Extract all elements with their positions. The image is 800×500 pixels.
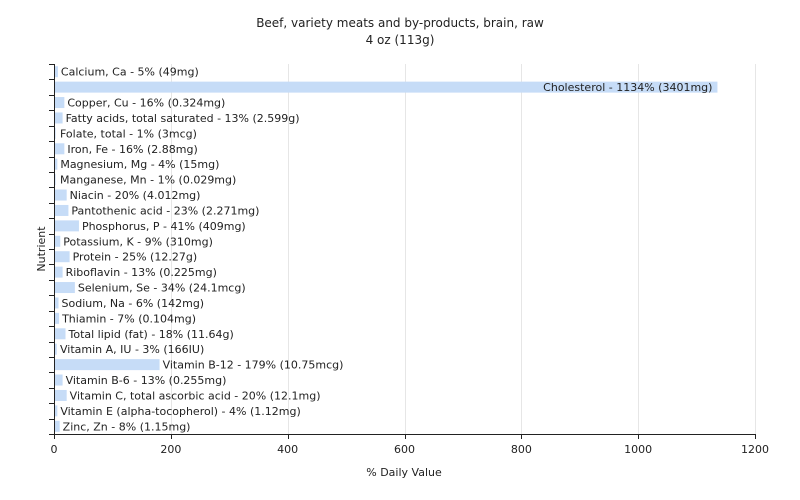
- bar: [55, 204, 69, 216]
- bar-label: Niacin - 20% (4.012mg): [70, 189, 201, 202]
- bar-label: Vitamin E (alpha-tocopherol) - 4% (1.12m…: [60, 405, 300, 418]
- bar-label: Zinc, Zn - 8% (1.15mg): [63, 420, 191, 433]
- bar-label: Pantothenic acid - 23% (2.271mg): [71, 204, 259, 217]
- bar: [55, 112, 63, 124]
- bar: [55, 374, 63, 386]
- bar-label: Phosphorus, P - 41% (409mg): [82, 220, 246, 233]
- bar-label: Vitamin C, total ascorbic acid - 20% (12…: [70, 389, 321, 402]
- bar-label: Fatty acids, total saturated - 13% (2.59…: [66, 112, 300, 125]
- bar-label: Folate, total - 1% (3mcg): [60, 127, 197, 140]
- bar-label: Copper, Cu - 16% (0.324mg): [67, 97, 225, 110]
- bar: [55, 405, 58, 417]
- bar-label: Sodium, Na - 6% (142mg): [62, 297, 205, 310]
- bar: [55, 143, 65, 155]
- bar: [55, 251, 70, 263]
- bar: [55, 266, 63, 278]
- bar: [55, 81, 718, 93]
- bar: [55, 66, 58, 78]
- x-tick-label: 1000: [624, 443, 652, 456]
- x-tick-label: 600: [394, 443, 415, 456]
- x-tick-label: 400: [277, 443, 298, 456]
- y-axis-title: Nutrient: [35, 226, 48, 272]
- bar-label: Vitamin A, IU - 3% (166IU): [60, 343, 204, 356]
- bar: [55, 189, 67, 201]
- bar-label: Manganese, Mn - 1% (0.029mg): [60, 174, 236, 187]
- bar-label: Thiamin - 7% (0.104mg): [61, 312, 196, 325]
- x-tick-label: 0: [51, 443, 58, 456]
- grid-lines: [171, 64, 756, 434]
- bar-label: Total lipid (fat) - 18% (11.64g): [68, 328, 234, 341]
- chart-subtitle: 4 oz (113g): [365, 33, 435, 47]
- bar-label: Riboflavin - 13% (0.225mg): [66, 266, 217, 279]
- bar-label: Magnesium, Mg - 4% (15mg): [60, 158, 219, 171]
- bar: [55, 158, 58, 170]
- x-axis-title: % Daily Value: [366, 466, 442, 479]
- bar: [55, 282, 75, 294]
- bar: [55, 389, 67, 401]
- bar-label: Protein - 25% (12.27g): [73, 251, 198, 264]
- bar: [55, 328, 66, 340]
- bar: [55, 343, 57, 355]
- x-tick-label: 1200: [741, 443, 769, 456]
- bar-label: Vitamin B-12 - 179% (10.75mcg): [163, 359, 344, 372]
- bar: [55, 312, 60, 324]
- bar-label: Calcium, Ca - 5% (49mg): [61, 66, 199, 79]
- bar-labels: Calcium, Ca - 5% (49mg) Cholesterol - 113…: [60, 66, 712, 434]
- bar-label: Cholesterol - 1134% (3401mg): [543, 81, 712, 94]
- x-tick-label: 200: [160, 443, 181, 456]
- bar: [55, 220, 79, 232]
- bar: [55, 420, 60, 432]
- bar-label: Vitamin B-6 - 13% (0.255mg): [66, 374, 227, 387]
- chart-title: Beef, variety meats and by-products, bra…: [256, 16, 544, 30]
- bar: [55, 174, 56, 186]
- bar: [55, 359, 160, 371]
- bar: [55, 97, 65, 109]
- x-tick-label: 800: [511, 443, 532, 456]
- bar-label: Selenium, Se - 34% (24.1mcg): [78, 282, 246, 295]
- bar-label: Potassium, K - 9% (310mg): [63, 235, 213, 248]
- axes: [49, 64, 756, 439]
- bar: [55, 127, 56, 139]
- bar: [55, 297, 59, 309]
- x-tick-labels: 0 200 400 600 800 1000 1200: [51, 443, 770, 456]
- bar: [55, 235, 61, 247]
- bars: [55, 66, 718, 432]
- bar-label: Iron, Fe - 16% (2.88mg): [67, 143, 197, 156]
